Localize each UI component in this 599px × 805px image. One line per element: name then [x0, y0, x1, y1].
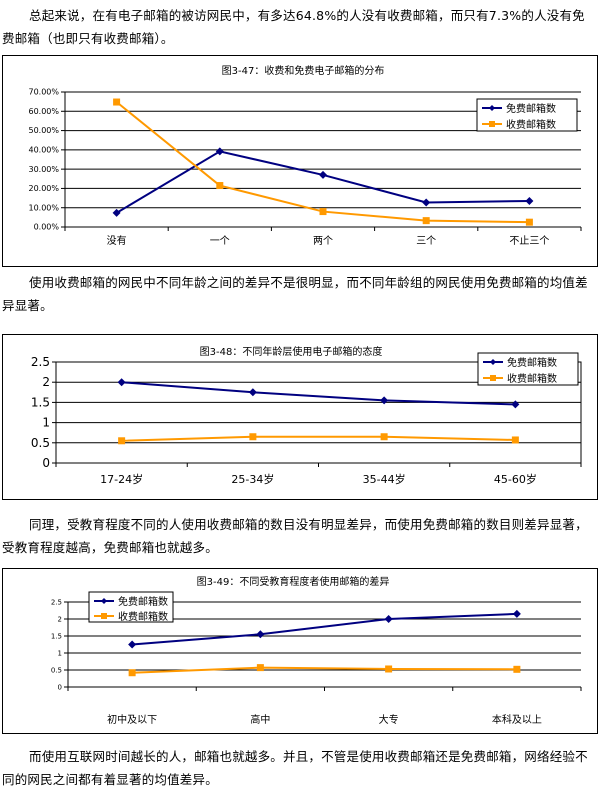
- legend-marker-paid: [101, 613, 107, 619]
- series-line-free: [132, 612, 517, 646]
- x-tick-label: 两个: [313, 235, 333, 247]
- legend-label: 免费邮箱数: [507, 356, 557, 369]
- series-line-paid: [121, 435, 516, 442]
- data-point-free: [117, 378, 126, 387]
- series-line-paid: [132, 666, 517, 674]
- y-tick-label: 30.00%: [28, 165, 59, 174]
- series-line-free: [116, 150, 530, 214]
- legend-label: 收费邮箱数: [507, 372, 557, 385]
- y-tick-label: 1: [42, 416, 50, 430]
- chart-3-49-svg: 图3-49：不同受教育程度者使用邮箱的差异 0 0.5 1 1.5 2 2.5 初中及以下 高中…: [51, 575, 582, 726]
- legend-label: 收费邮箱数: [118, 610, 168, 623]
- x-tick-label: 一个: [210, 235, 230, 247]
- chart-title: 图3-47：收费和免费电子邮箱的分布: [222, 64, 385, 77]
- paragraph-3: 同理，受教育程度不同的人使用收费邮箱的数目没有明显差异，而使用免费邮箱的数目则差…: [2, 517, 588, 555]
- legend-marker-free: [489, 105, 495, 111]
- data-point-paid: [525, 218, 533, 226]
- data-point-free: [319, 170, 327, 179]
- data-point-paid: [380, 433, 388, 441]
- data-point-paid: [385, 665, 393, 673]
- data-point-paid: [511, 436, 519, 444]
- y-tick-label: 2.5: [51, 598, 62, 606]
- paragraph-1: 总起来说，在有电子邮箱的被访网民中，有多达64.8%的人没有收费邮箱，而只有7.…: [2, 8, 585, 46]
- y-tick-label: 1.5: [51, 632, 62, 640]
- y-tick-label: 60.00%: [28, 107, 59, 116]
- data-point-paid: [513, 665, 521, 673]
- legend-label: 收费邮箱数: [506, 118, 556, 131]
- data-point-paid: [319, 208, 327, 216]
- x-tick-label: 本科及以上: [492, 713, 542, 726]
- data-point-free: [215, 147, 224, 156]
- data-point-paid: [118, 437, 126, 445]
- series-line-paid: [115, 101, 530, 224]
- paragraph-2: 使用收费邮箱的网民中不同年龄之间的差异不是很明显，而不同年龄组的网民使用免费邮箱…: [2, 275, 588, 313]
- x-tick-label: 不止三个: [509, 235, 549, 247]
- data-point-free: [525, 196, 534, 205]
- x-tick-label: 25-34岁: [231, 472, 274, 486]
- y-tick-label: 0.5: [51, 666, 62, 674]
- legend-marker-paid: [489, 121, 495, 127]
- legend-marker-paid: [490, 375, 496, 381]
- x-tick-label: 大专: [379, 713, 399, 726]
- y-tick-label: 10.00%: [28, 203, 59, 212]
- legend-label: 免费邮箱数: [118, 595, 168, 608]
- chart-3-48: 图3-48：不同年龄层使用电子邮箱的态度 0 0.5 1 1.5 2 2.5 17-24岁 25…: [2, 334, 598, 500]
- y-tick-label: 50.00%: [28, 126, 59, 135]
- y-tick-label: 1: [58, 649, 62, 657]
- x-tick-label: 没有: [107, 234, 127, 247]
- data-point-free: [128, 640, 137, 649]
- chart-title: 图3-49：不同受教育程度者使用邮箱的差异: [197, 575, 390, 588]
- y-tick-label: 0.5: [31, 436, 50, 450]
- x-tick-label: 初中及以下: [107, 713, 157, 726]
- x-tick-label: 35-44岁: [363, 472, 406, 486]
- series-line-free: [121, 381, 516, 406]
- legend-marker-free: [490, 359, 496, 365]
- data-point-paid: [216, 182, 224, 190]
- data-point-free: [422, 198, 431, 207]
- y-tick-label: 2.5: [31, 355, 50, 369]
- data-point-free: [112, 208, 121, 217]
- x-tick-label: 45-60岁: [494, 472, 537, 486]
- y-tick-label: 2: [42, 375, 50, 389]
- data-point-paid: [128, 669, 136, 677]
- x-tick-label: 高中: [250, 713, 270, 726]
- data-point-free: [380, 396, 389, 405]
- x-tick-label: 17-24岁: [100, 472, 143, 486]
- y-tick-label: 0.00%: [34, 223, 60, 232]
- y-tick-label: 1.5: [31, 395, 50, 409]
- chart-title: 图3-48：不同年龄层使用电子邮箱的态度: [200, 345, 383, 358]
- y-tick-label: 0: [42, 456, 50, 470]
- chart-3-48-svg: 图3-48：不同年龄层使用电子邮箱的态度 0 0.5 1 1.5 2 2.5 17-24岁 25…: [31, 345, 582, 486]
- y-tick-label: 20.00%: [28, 184, 59, 193]
- data-point-paid: [249, 433, 257, 441]
- x-tick-label: 三个: [416, 235, 436, 247]
- y-tick-label: 70.00%: [28, 88, 59, 97]
- data-point-free: [511, 400, 520, 409]
- paragraph-4: 而使用互联网时间越长的人，邮箱也就越多。并且，不管是使用收费邮箱还是免费邮箱，网…: [2, 749, 588, 787]
- data-point-free: [384, 615, 393, 623]
- data-point-free: [248, 388, 257, 397]
- y-tick-label: 0: [58, 683, 62, 691]
- data-point-free: [256, 630, 265, 639]
- legend-label: 免费邮箱数: [506, 102, 556, 115]
- data-point-free: [512, 609, 521, 618]
- data-point-paid: [113, 98, 121, 106]
- chart-3-47: 图3-47：收费和免费电子邮箱的分布 0.00% 10.00% 20.00% 30.00…: [2, 55, 598, 267]
- y-tick-label: 40.00%: [28, 146, 59, 155]
- chart-3-47-svg: 图3-47：收费和免费电子邮箱的分布 0.00% 10.00% 20.00% 30.00…: [28, 64, 582, 247]
- data-point-paid: [422, 217, 430, 225]
- y-tick-label: 2: [58, 615, 62, 623]
- data-point-paid: [256, 664, 264, 672]
- chart-3-49: 图3-49：不同受教育程度者使用邮箱的差异 0 0.5 1 1.5 2 2.5 初中及以下 高中…: [2, 568, 598, 734]
- legend-marker-free: [101, 598, 107, 604]
